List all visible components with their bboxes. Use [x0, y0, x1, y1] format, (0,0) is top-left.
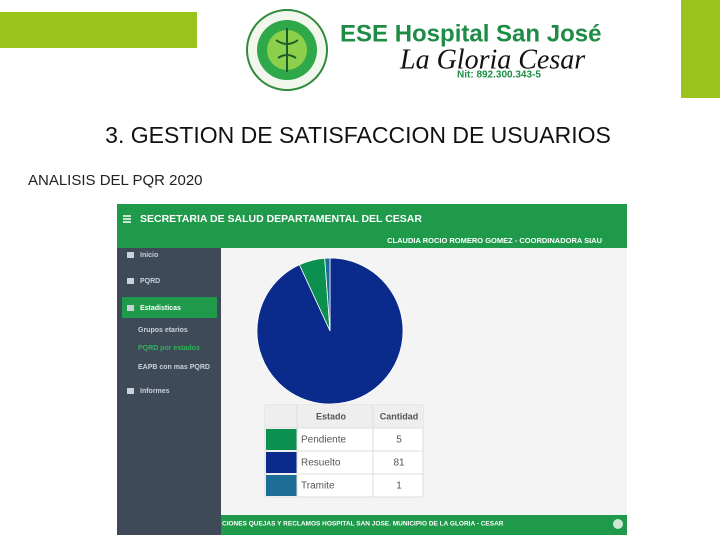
active-menu — [122, 297, 217, 318]
footer-text: CIONES QUEJAS Y RECLAMOS HOSPITAL SAN JO… — [222, 521, 504, 528]
menu-item[interactable]: PQRD por estados — [138, 345, 200, 352]
menu-item[interactable]: Grupos etarios — [138, 327, 188, 334]
slide-title: 3. GESTION DE SATISFACCION DE USUARIOS — [105, 122, 611, 148]
nit: Nit: 892.300.343-5 — [457, 70, 541, 81]
row-value: 1 — [396, 481, 402, 492]
accent-bar — [681, 0, 720, 98]
menu-icon — [127, 305, 134, 311]
row-label: Resuelto — [301, 458, 341, 469]
row-value: 5 — [396, 435, 402, 446]
menu-icon — [127, 252, 134, 258]
menu-item[interactable]: PQRD — [140, 278, 160, 285]
row-label: Tramite — [301, 481, 335, 492]
table-header: Estado — [316, 411, 347, 421]
legend-swatch — [266, 475, 297, 496]
row-label: Pendiente — [301, 435, 346, 446]
hospital-name: ESE Hospital San José — [340, 20, 601, 47]
menu-item[interactable]: Estadisticas — [140, 305, 181, 312]
row-value: 81 — [393, 458, 405, 469]
menu-item[interactable]: Inicio — [140, 252, 158, 259]
pie-slice — [324, 257, 331, 332]
slide-subtitle: ANALISIS DEL PQR 2020 — [28, 172, 203, 189]
sidebar — [117, 248, 221, 535]
scroll-top[interactable] — [613, 519, 623, 529]
logo — [246, 9, 328, 91]
user-name[interactable]: CLAUDIA ROCIO ROMERO GOMEZ - COORDINADOR… — [387, 236, 602, 245]
menu-icon — [127, 388, 134, 394]
screenshot: SECRETARIA DE SALUD DEPARTAMENTAL DEL CE… — [117, 204, 627, 535]
menu-icon — [127, 278, 134, 284]
accent-bar — [0, 12, 197, 48]
menu-item[interactable]: Informes — [140, 388, 170, 395]
topbar-title: SECRETARIA DE SALUD DEPARTAMENTAL DEL CE… — [140, 213, 422, 225]
menu-item[interactable]: EAPB con mas PQRD — [138, 364, 210, 371]
table-header: Cantidad — [380, 411, 419, 421]
hospital-place: La Gloria Cesar — [399, 44, 585, 75]
footer-bar — [221, 515, 627, 535]
legend-swatch — [266, 452, 297, 473]
topbar — [117, 204, 627, 248]
legend-swatch — [266, 429, 297, 450]
